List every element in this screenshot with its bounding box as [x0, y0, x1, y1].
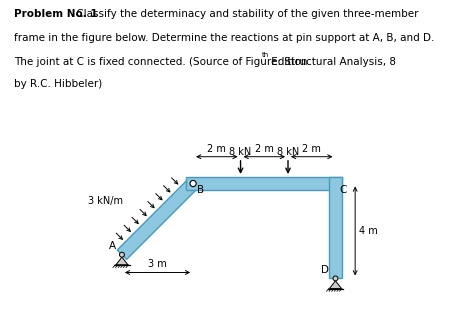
Text: Edition: Edition	[268, 57, 307, 67]
Text: 2 m: 2 m	[208, 143, 226, 154]
Text: 8 kN: 8 kN	[277, 147, 299, 157]
Text: The joint at C is fixed connected. (Source of Figure: Structural Analysis, 8: The joint at C is fixed connected. (Sour…	[14, 57, 396, 67]
Text: 3 kN/m: 3 kN/m	[88, 196, 123, 206]
Bar	[186, 177, 342, 190]
Text: by R.C. Hibbeler): by R.C. Hibbeler)	[14, 79, 102, 89]
Text: 2 m: 2 m	[255, 143, 273, 154]
Text: 8 kN: 8 kN	[229, 147, 252, 157]
Text: th: th	[262, 52, 269, 58]
Text: frame in the figure below. Determine the reactions at pin support at A, B, and D: frame in the figure below. Determine the…	[14, 33, 435, 43]
Text: Problem No. 1: Problem No. 1	[14, 9, 98, 19]
Polygon shape	[329, 281, 341, 289]
Text: 3 m: 3 m	[148, 259, 167, 269]
Polygon shape	[117, 179, 198, 259]
Text: A: A	[109, 241, 116, 251]
Circle shape	[190, 181, 196, 187]
Bar	[329, 177, 342, 279]
Circle shape	[119, 252, 124, 257]
Text: D: D	[321, 265, 329, 275]
Polygon shape	[116, 257, 128, 265]
Text: C: C	[340, 185, 347, 195]
Text: Classify the determinacy and stability of the given three-member: Classify the determinacy and stability o…	[73, 9, 419, 19]
Text: B: B	[197, 185, 204, 195]
Text: 2 m: 2 m	[302, 143, 321, 154]
Circle shape	[333, 276, 338, 281]
Text: 4 m: 4 m	[359, 226, 378, 236]
